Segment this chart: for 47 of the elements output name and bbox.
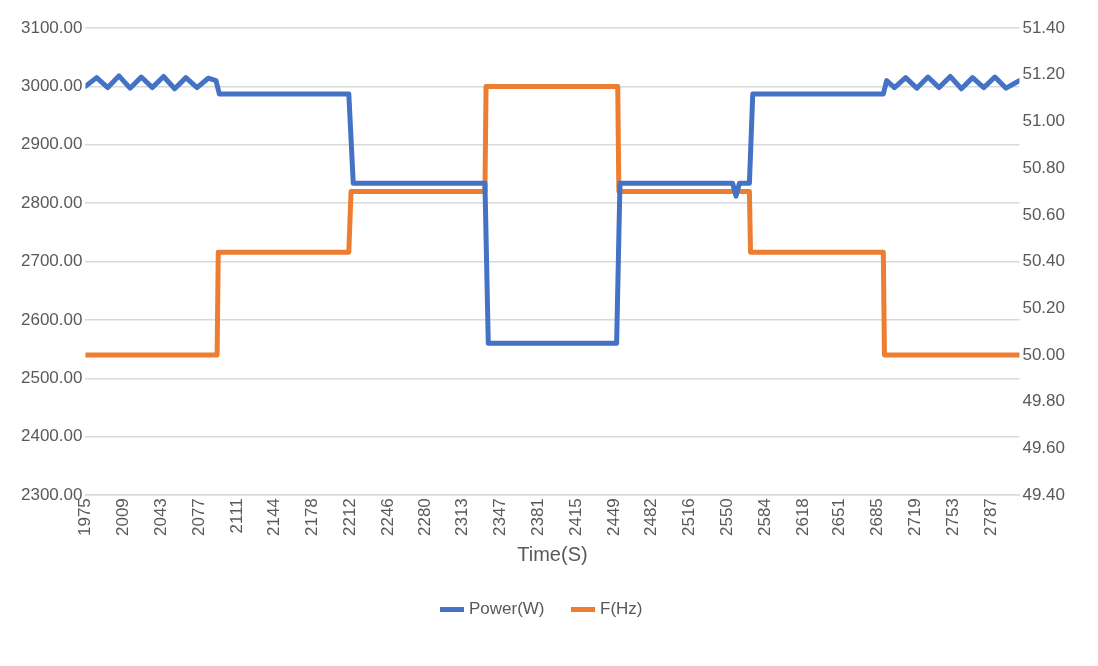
y-tick-label: 2400.00 <box>21 426 83 446</box>
x-tick-label: 2178 <box>301 498 321 537</box>
y-tick-label: 2500.00 <box>21 368 83 388</box>
x-tick-label: 2111 <box>226 498 246 534</box>
x-tick-label: 2482 <box>640 498 660 537</box>
x-tick-label: 2144 <box>263 498 283 537</box>
x-tick-label: 2618 <box>792 498 812 537</box>
x-tick-label: 2009 <box>113 498 133 537</box>
x-tick-label: 2584 <box>754 498 774 537</box>
y2-tick-label: 50.00 <box>1022 344 1066 364</box>
y-tick-label: 3100.00 <box>21 17 83 37</box>
y2-tick-label: 50.20 <box>1022 298 1066 317</box>
legend-label: Power(W) <box>468 599 545 619</box>
y2-tick-label: 51.40 <box>1022 17 1066 37</box>
x-tick-label: 2516 <box>678 498 698 537</box>
x-tick-label: 2415 <box>566 498 586 537</box>
x-tick-label: 2246 <box>377 498 397 537</box>
y-tick-label: 2900.00 <box>21 134 83 154</box>
x-axis-title: Time(S) <box>517 542 588 565</box>
x-tick-label: 2381 <box>528 498 548 537</box>
y2-tick-label: 50.60 <box>1022 204 1066 224</box>
y-tick-label: 2600.00 <box>21 309 83 329</box>
y-tick-label: 2300.00 <box>21 484 83 504</box>
y2-tick-label: 49.60 <box>1022 438 1066 458</box>
y2-tick-label: 51.20 <box>1022 64 1066 84</box>
x-tick-label: 2212 <box>339 498 359 537</box>
x-tick-label: 2787 <box>981 498 1001 537</box>
x-tick-label: 2077 <box>188 498 208 537</box>
y-tick-label: 2800.00 <box>21 192 83 212</box>
legend-label: F(Hz) <box>600 599 643 619</box>
x-tick-label: 2753 <box>943 498 963 537</box>
x-tick-label: 2719 <box>905 498 925 537</box>
y-tick-label: 3000.00 <box>21 76 83 96</box>
x-tick-label: 2449 <box>604 498 624 537</box>
y2-tick-label: 50.80 <box>1022 157 1066 177</box>
x-tick-label: 2347 <box>490 498 510 537</box>
x-tick-label: 2550 <box>716 498 736 537</box>
x-tick-label: 2651 <box>829 498 849 537</box>
x-tick-label: 2043 <box>151 498 171 537</box>
y2-tick-label: 51.00 <box>1022 111 1066 131</box>
y-tick-label: 2700.00 <box>21 251 83 271</box>
x-tick-label: 2685 <box>867 498 887 537</box>
x-tick-label: 2280 <box>415 498 435 537</box>
y2-tick-label: 49.80 <box>1022 391 1066 411</box>
y2-tick-label: 50.40 <box>1022 251 1066 271</box>
x-tick-label: 2313 <box>452 498 472 537</box>
y2-tick-label: 49.40 <box>1022 484 1066 504</box>
